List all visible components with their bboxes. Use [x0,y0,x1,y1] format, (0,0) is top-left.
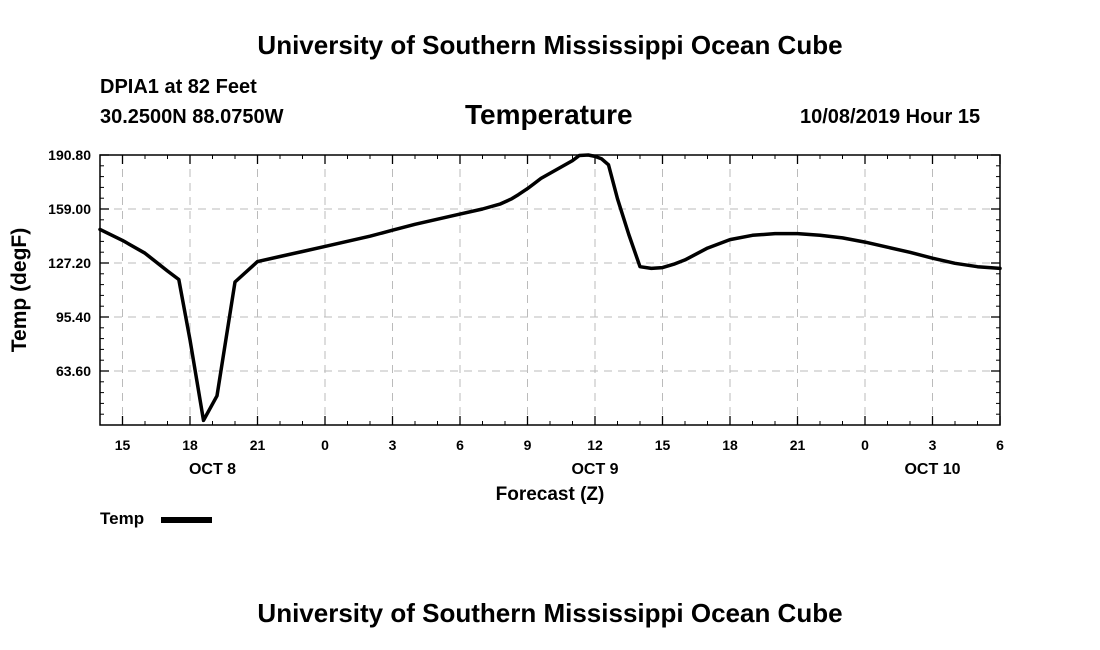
legend-line-swatch [161,517,212,523]
date-label: OCT 8 [189,461,236,478]
y-axis-title: Temp (degF) [8,228,31,352]
x-tick-label: 12 [587,437,603,453]
x-tick-label: 15 [115,437,131,453]
chart-title: Temperature [465,99,633,130]
x-tick-label: 15 [655,437,671,453]
x-tick-label: 21 [790,437,806,453]
y-tick-label: 190.80 [48,147,91,163]
x-tick-label: 18 [182,437,198,453]
bottom-title: University of Southern Mississippi Ocean… [257,598,843,628]
date-label: OCT 10 [904,461,960,478]
coordinates-label: 30.2500N 88.0750W [100,106,284,128]
x-tick-label: 0 [861,437,869,453]
y-tick-label: 95.40 [56,309,91,325]
x-tick-label: 9 [524,437,532,453]
x-tick-label: 6 [456,437,464,453]
series-line-temp [98,153,1002,423]
x-axis-title: Forecast (Z) [496,484,605,505]
x-tick-label: 3 [929,437,937,453]
top-title: University of Southern Mississippi Ocean… [257,30,843,60]
y-tick-label: 127.20 [48,255,91,271]
legend-label: Temp [100,509,145,528]
forecast-datetime: 10/08/2019 Hour 15 [800,106,981,128]
date-label: OCT 9 [571,461,618,478]
x-tick-label: 21 [250,437,266,453]
y-tick-label: 159.00 [48,201,91,217]
x-tick-label: 3 [389,437,397,453]
x-tick-label: 0 [321,437,329,453]
x-tick-label: 6 [996,437,1004,453]
x-tick-label: 18 [722,437,738,453]
station-label: DPIA1 at 82 Feet [100,76,257,98]
y-tick-label: 63.60 [56,363,91,379]
